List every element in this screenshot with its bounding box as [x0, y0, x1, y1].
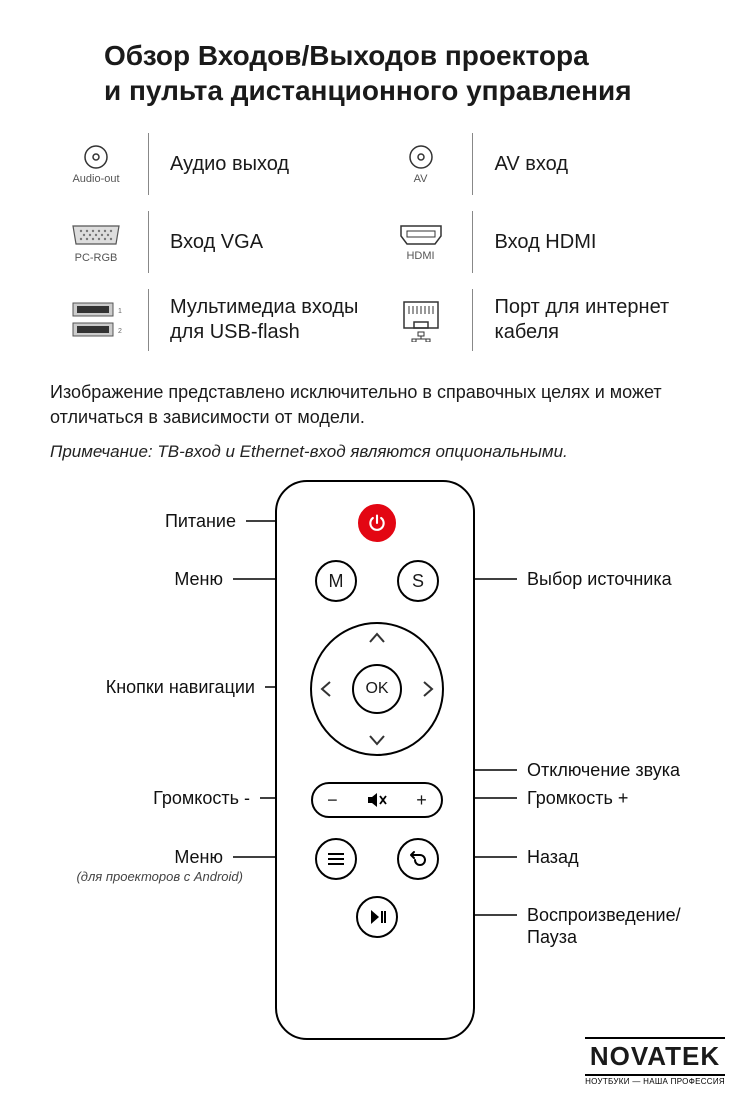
title-line-2: и пульта дистанционного управления [104, 75, 632, 106]
brand-name: NOVATEK [585, 1037, 725, 1076]
page-title: Обзор Входов/Выходов проектора и пульта … [50, 38, 699, 108]
av-icon: AV [375, 132, 467, 196]
divider [148, 289, 149, 351]
audio-out-icon: Audio-out [50, 132, 142, 196]
callout-mute: Отключение звука [527, 760, 680, 782]
svg-text:1: 1 [118, 308, 122, 315]
source-button[interactable]: S [397, 560, 439, 602]
hamburger-button[interactable] [315, 838, 357, 880]
callout-power: Питание [165, 511, 236, 533]
callout-nav: Кнопки навигации [106, 677, 255, 699]
callout-source: Выбор источника [527, 569, 672, 591]
callout-menu: Меню [174, 569, 223, 591]
back-button[interactable] [397, 838, 439, 880]
note-text: Примечание: ТВ-вход и Ethernet-вход явля… [50, 442, 699, 462]
vol-plus[interactable]: + [416, 790, 427, 811]
remote-body: M S OK − + [275, 480, 475, 1040]
divider [148, 133, 149, 195]
power-button[interactable] [358, 504, 396, 542]
divider [472, 133, 473, 195]
callout-play: Воспроизведение/ Пауза [527, 905, 681, 948]
usb-label: Мультимедиа входы для USB-flash [154, 295, 375, 345]
play-pause-icon [368, 908, 386, 926]
disclaimer-text: Изображение представлено исключительно в… [50, 380, 699, 430]
hdmi-icon: HDMI [375, 210, 467, 274]
callout-menu-2-sub: (для проекторов с Android) [76, 869, 243, 885]
title-line-1: Обзор Входов/Выходов проектора [104, 40, 589, 71]
ethernet-icon [375, 288, 467, 352]
back-icon [407, 848, 429, 870]
hamburger-icon [326, 851, 346, 867]
vga-icon: PC-RGB [50, 210, 142, 274]
divider [472, 289, 473, 351]
vol-minus[interactable]: − [327, 790, 338, 811]
brand-tagline: НОУТБУКИ — НАША ПРОФЕССИЯ [585, 1077, 725, 1086]
divider [148, 211, 149, 273]
vga-label: Вход VGA [154, 230, 375, 255]
av-sublabel: AV [414, 173, 428, 185]
hdmi-label: Вход HDMI [479, 230, 700, 255]
divider [472, 211, 473, 273]
vga-sublabel: PC-RGB [75, 252, 118, 264]
play-pause-button[interactable] [356, 896, 398, 938]
audio-out-label: Аудио выход [154, 152, 375, 177]
m-label: M [329, 571, 344, 592]
remote-diagram: Питание Меню Кнопки навигации Громкость … [50, 480, 699, 1040]
callout-back: Назад [527, 847, 579, 869]
io-ports-grid: Audio-out Аудио выход AV AV вход PC-RGB … [50, 132, 699, 352]
hdmi-sublabel: HDMI [406, 250, 434, 262]
av-label: AV вход [479, 152, 700, 177]
menu-button[interactable]: M [315, 560, 357, 602]
audio-out-sublabel: Audio-out [72, 173, 119, 185]
usb-icon: 1 2 [50, 288, 142, 352]
callout-vol-up: Громкость + [527, 788, 628, 810]
brand-logo: NOVATEK НОУТБУКИ — НАША ПРОФЕССИЯ [585, 1037, 725, 1086]
s-label: S [412, 571, 424, 592]
volume-bar[interactable]: − + [311, 782, 443, 818]
callout-menu-2: Меню [174, 847, 223, 869]
svg-text:2: 2 [118, 328, 122, 335]
mute-icon[interactable] [366, 791, 388, 809]
callout-vol-down: Громкость - [153, 788, 250, 810]
ethernet-label: Порт для интернет кабеля [479, 295, 700, 345]
